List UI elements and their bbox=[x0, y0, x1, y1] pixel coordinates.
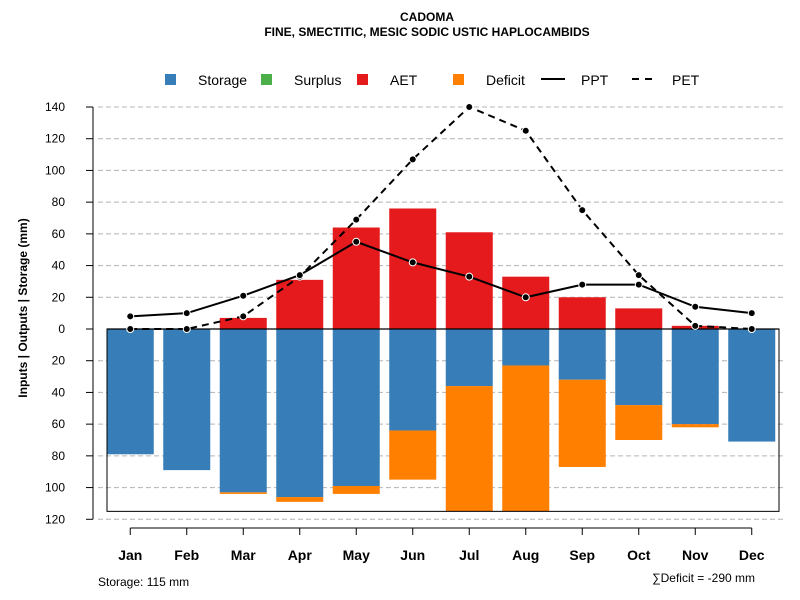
aet-bar bbox=[389, 208, 437, 329]
ppt-point bbox=[295, 271, 304, 280]
y-tick-label: 100 bbox=[45, 481, 65, 495]
x-tick-label: Feb bbox=[174, 547, 199, 563]
x-tick-label: Jan bbox=[118, 547, 142, 563]
storage-bar bbox=[615, 329, 663, 406]
aet-bar bbox=[276, 279, 324, 329]
legend-swatch bbox=[357, 74, 368, 85]
y-tick-label: 140 bbox=[45, 100, 65, 114]
storage-bar bbox=[276, 329, 324, 498]
aet-bar bbox=[219, 317, 267, 329]
legend-label: PET bbox=[672, 72, 700, 88]
pet-point bbox=[465, 103, 474, 112]
ppt-point bbox=[634, 280, 643, 289]
x-tick-label: Jul bbox=[459, 547, 479, 563]
y-tick-label: 40 bbox=[52, 385, 66, 399]
ppt-point bbox=[352, 237, 361, 246]
ppt-line bbox=[130, 240, 752, 318]
y-tick-label: 60 bbox=[52, 227, 66, 241]
pet-point bbox=[182, 325, 191, 333]
ppt-point bbox=[408, 258, 417, 267]
x-tick-label: Aug bbox=[512, 547, 539, 563]
deficit-bar bbox=[445, 386, 493, 512]
storage-bar bbox=[502, 329, 550, 366]
pet-point bbox=[521, 126, 530, 135]
pet-point bbox=[634, 271, 643, 280]
ppt-point bbox=[521, 293, 530, 302]
pet-point bbox=[747, 325, 756, 333]
y-tick-label: 100 bbox=[45, 163, 65, 177]
deficit-bar bbox=[615, 405, 663, 440]
y-tick-label: 80 bbox=[52, 449, 66, 463]
ppt-point bbox=[465, 272, 474, 281]
deficit-bar bbox=[332, 485, 380, 494]
pet-point bbox=[126, 325, 135, 333]
bars bbox=[106, 208, 776, 512]
ppt-point bbox=[691, 302, 700, 311]
y-tick-label: 20 bbox=[52, 354, 66, 368]
pet-line bbox=[130, 105, 752, 330]
x-tick-label: Dec bbox=[739, 547, 765, 563]
pet-point bbox=[239, 312, 248, 321]
storage-bar bbox=[163, 329, 211, 471]
legend-swatch bbox=[261, 74, 272, 85]
y-tick-label: 60 bbox=[52, 417, 66, 431]
storage-bar bbox=[445, 329, 493, 387]
chart-title: CADOMA bbox=[400, 10, 454, 24]
storage-bar bbox=[671, 329, 719, 425]
aet-bar bbox=[558, 297, 606, 329]
deficit-bar bbox=[558, 379, 606, 467]
ppt-point bbox=[578, 280, 587, 289]
legend-label: AET bbox=[390, 72, 418, 88]
storage-bar bbox=[219, 329, 267, 493]
deficit-note: ∑Deficit = -290 mm bbox=[652, 571, 755, 585]
pet-point bbox=[352, 215, 361, 224]
storage-bar bbox=[106, 329, 154, 455]
aet-bar bbox=[502, 276, 550, 329]
storage-bar bbox=[558, 329, 606, 380]
legend: Storage Surplus AET Deficit PPT PET bbox=[165, 72, 700, 88]
x-tick-label: Sep bbox=[569, 547, 595, 563]
deficit-bar bbox=[219, 492, 267, 494]
y-tick-label: 20 bbox=[52, 290, 66, 304]
storage-bar bbox=[332, 329, 380, 486]
y-tick-label: 120 bbox=[45, 132, 65, 146]
ppt-point bbox=[239, 291, 248, 300]
legend-swatch bbox=[165, 74, 176, 85]
deficit-bar bbox=[276, 497, 324, 502]
x-tick-label: Apr bbox=[288, 547, 313, 563]
x-tick-label: Nov bbox=[682, 547, 709, 563]
aet-bar bbox=[615, 308, 663, 329]
pet-point bbox=[408, 155, 417, 164]
x-tick-label: Jun bbox=[400, 547, 425, 563]
y-axis-label: Inputs | Outputs | Storage (mm) bbox=[16, 218, 30, 397]
pet-point bbox=[691, 321, 700, 330]
deficit-bar bbox=[502, 365, 550, 512]
legend-label: Deficit bbox=[486, 72, 525, 88]
storage-note: Storage: 115 mm bbox=[98, 575, 189, 589]
y-tick-label: 120 bbox=[45, 512, 65, 526]
y-tick-label: 80 bbox=[52, 195, 66, 209]
deficit-bar bbox=[671, 424, 719, 428]
series-lines bbox=[126, 103, 756, 333]
x-tick-label: Oct bbox=[627, 547, 651, 563]
x-tick-label: Mar bbox=[231, 547, 256, 563]
y-tick-label: 0 bbox=[58, 322, 65, 336]
x-tick-label: May bbox=[343, 547, 370, 563]
chart-subtitle: FINE, SMECTITIC, MESIC SODIC USTIC HAPLO… bbox=[264, 25, 589, 39]
ppt-point bbox=[182, 309, 191, 318]
legend-swatch bbox=[453, 74, 464, 85]
ppt-point bbox=[747, 309, 756, 318]
storage-frame bbox=[106, 328, 780, 512]
y-tick-label: 40 bbox=[52, 259, 66, 273]
axes: 140 120 100 80 60 40 20 0 20 40 60 80 100 120 Jan Feb Ma… bbox=[45, 100, 765, 563]
legend-label: PPT bbox=[581, 72, 609, 88]
legend-label: Storage bbox=[198, 72, 247, 88]
deficit-bar bbox=[389, 430, 437, 480]
storage-bar bbox=[389, 329, 437, 431]
legend-label: Surplus bbox=[294, 72, 341, 88]
ppt-point bbox=[126, 312, 135, 321]
pet-point bbox=[578, 206, 587, 215]
storage-bar bbox=[728, 329, 776, 442]
